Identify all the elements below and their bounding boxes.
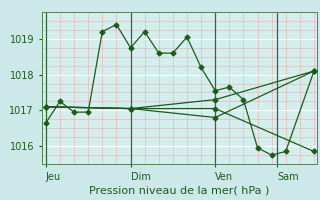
X-axis label: Pression niveau de la mer( hPa ): Pression niveau de la mer( hPa ) — [89, 186, 269, 196]
